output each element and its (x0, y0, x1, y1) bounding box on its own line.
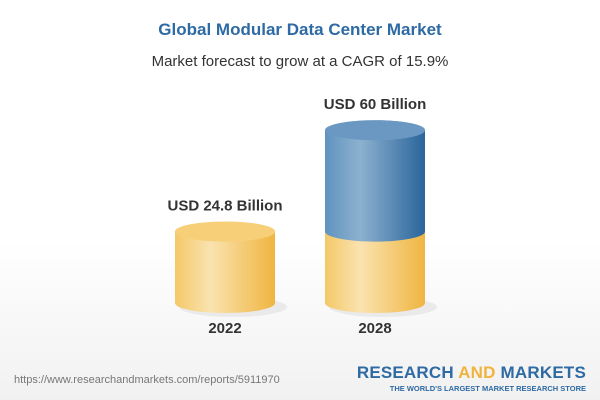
logo-tagline: THE WORLD'S LARGEST MARKET RESEARCH STOR… (389, 384, 586, 393)
chart-title: Global Modular Data Center Market (158, 20, 442, 39)
source-url[interactable]: https://www.researchandmarkets.com/repor… (14, 374, 280, 386)
logo-word: MARKETS (500, 363, 586, 382)
data-label: USD 24.8 Billion (167, 198, 282, 215)
bar-base-2022-body (175, 221, 275, 313)
chart-subtitle: Market forecast to grow at a CAGR of 15.… (151, 53, 449, 70)
logo-word: AND (458, 363, 496, 382)
logo-word: RESEARCH (356, 363, 454, 382)
data-label: USD 60 Billion (324, 96, 427, 113)
bar-growth-2028-body (325, 120, 425, 242)
cylinder-chart: USD 24.8 Billion 2022 USD 60 Billion 2028 (167, 96, 437, 337)
category-label: 2028 (358, 320, 391, 337)
bar-growth-2028-top (325, 120, 425, 141)
bar-base-2028-body (325, 221, 425, 313)
category-label: 2022 (208, 320, 241, 337)
bar-base-2022-top (175, 221, 275, 242)
research-and-markets-logo: RESEARCH AND MARKETS THE WORLD'S LARGEST… (357, 363, 586, 393)
